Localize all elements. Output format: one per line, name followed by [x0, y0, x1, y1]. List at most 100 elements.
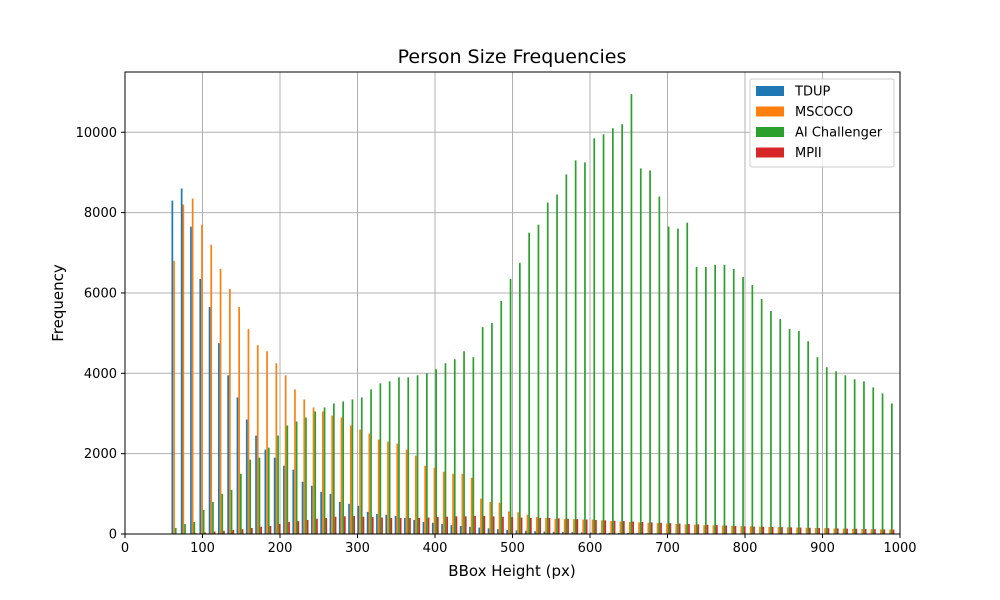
bar-ai-challenger: [528, 232, 530, 534]
bar-tdup: [590, 532, 592, 534]
bar-mpii: [836, 528, 839, 534]
bar-mscoco: [880, 529, 882, 534]
bar-tdup: [469, 526, 471, 534]
bar-mpii: [316, 518, 318, 534]
bar-mscoco: [777, 527, 780, 534]
bar-mpii: [883, 529, 886, 534]
bar-mscoco: [647, 522, 650, 534]
bar-tdup: [208, 307, 211, 534]
bar-tdup: [534, 531, 536, 534]
bar-mpii: [669, 523, 672, 534]
bar-ai-challenger: [760, 298, 763, 534]
legend-label: MPII: [795, 146, 822, 161]
bar-ai-challenger: [779, 319, 782, 534]
bar-mpii: [753, 526, 755, 534]
bar-mpii: [539, 517, 541, 534]
bar-tdup: [227, 375, 229, 534]
bar-tdup: [617, 532, 620, 534]
bar-mscoco: [861, 528, 864, 534]
bar-mpii: [818, 527, 820, 534]
bar-ai-challenger: [537, 224, 540, 534]
bar-ai-challenger: [258, 457, 261, 534]
bar-ai-challenger: [639, 168, 642, 535]
y-tick-label: 6000: [84, 286, 117, 301]
bar-mscoco: [545, 517, 547, 534]
bar-mscoco: [703, 525, 705, 534]
bar-mpii: [520, 517, 523, 534]
bar-mscoco: [796, 527, 798, 534]
y-tick-label: 10000: [76, 126, 117, 141]
bar-tdup: [441, 523, 443, 534]
bar-mpii: [297, 521, 300, 534]
bar-mscoco: [498, 502, 501, 534]
bar-tdup: [478, 527, 481, 534]
bar-mscoco: [433, 467, 436, 534]
bar-mscoco: [377, 439, 380, 534]
bar-ai-challenger: [621, 124, 623, 534]
bar-mpii: [576, 519, 579, 534]
bar-ai-challenger: [360, 397, 363, 534]
bar-tdup: [580, 532, 583, 534]
bar-mpii: [716, 525, 718, 534]
bar-ai-challenger: [323, 407, 326, 534]
bar-mscoco: [842, 528, 845, 534]
bar-mpii: [641, 521, 644, 534]
legend-items: TDUP MSCOCO AI Challenger MPII: [756, 85, 883, 161]
bar-mpii: [846, 528, 848, 534]
bar-mscoco: [870, 529, 873, 534]
bar-mscoco: [638, 522, 640, 534]
bar-mpii: [371, 517, 374, 534]
bar-mscoco: [191, 198, 194, 535]
bar-ai-challenger: [221, 493, 224, 534]
bar-mpii: [623, 521, 625, 534]
bar-mpii: [223, 530, 225, 534]
bar-mpii: [437, 517, 439, 534]
bar-ai-challenger: [844, 375, 847, 534]
bar-ai-challenger: [584, 162, 586, 534]
bar-ai-challenger: [202, 509, 205, 534]
bar-ai-challenger: [426, 373, 428, 534]
bar-mscoco: [591, 519, 594, 534]
bar-ai-challenger: [677, 228, 679, 534]
bar-tdup: [329, 493, 332, 534]
bar-ai-challenger: [630, 94, 633, 534]
bar-mscoco: [229, 288, 231, 534]
bar-mscoco: [275, 363, 278, 534]
bar-ai-challenger: [295, 421, 298, 534]
bar-mscoco: [563, 519, 566, 534]
bar-mscoco: [359, 429, 361, 534]
bar-tdup: [301, 481, 304, 534]
bar-mscoco: [331, 415, 333, 534]
bar-mscoco: [684, 524, 687, 534]
bar-tdup: [422, 521, 425, 534]
bar-mpii: [781, 527, 783, 534]
x-tick-label: 500: [500, 541, 525, 556]
x-tick-label: 100: [190, 541, 215, 556]
bar-tdup: [524, 530, 527, 534]
bar-tdup: [394, 515, 397, 534]
bar-ai-challenger: [435, 369, 437, 534]
bar-tdup: [236, 397, 239, 534]
bar-mscoco: [210, 244, 213, 534]
bar-tdup: [506, 529, 508, 534]
bar-mscoco: [740, 525, 743, 534]
bar-tdup: [180, 188, 183, 534]
bar-tdup: [376, 513, 378, 534]
bar-mscoco: [294, 389, 296, 534]
bar-ai-challenger: [853, 379, 856, 534]
bar-mscoco: [656, 523, 659, 534]
bar-mpii: [334, 516, 337, 534]
bar-mscoco: [694, 524, 696, 534]
bar-tdup: [218, 343, 220, 534]
bar-tdup: [413, 519, 415, 534]
bar-ai-challenger: [305, 417, 307, 534]
bar-mscoco: [396, 443, 399, 534]
bar-tdup: [487, 528, 490, 534]
bar-mscoco: [182, 204, 185, 534]
bar-mpii: [650, 522, 653, 534]
bar-mpii: [734, 525, 737, 534]
x-tick-label: 600: [578, 541, 603, 556]
bar-mpii: [864, 528, 867, 534]
bar-tdup: [543, 531, 546, 534]
bar-ai-challenger: [333, 403, 335, 534]
